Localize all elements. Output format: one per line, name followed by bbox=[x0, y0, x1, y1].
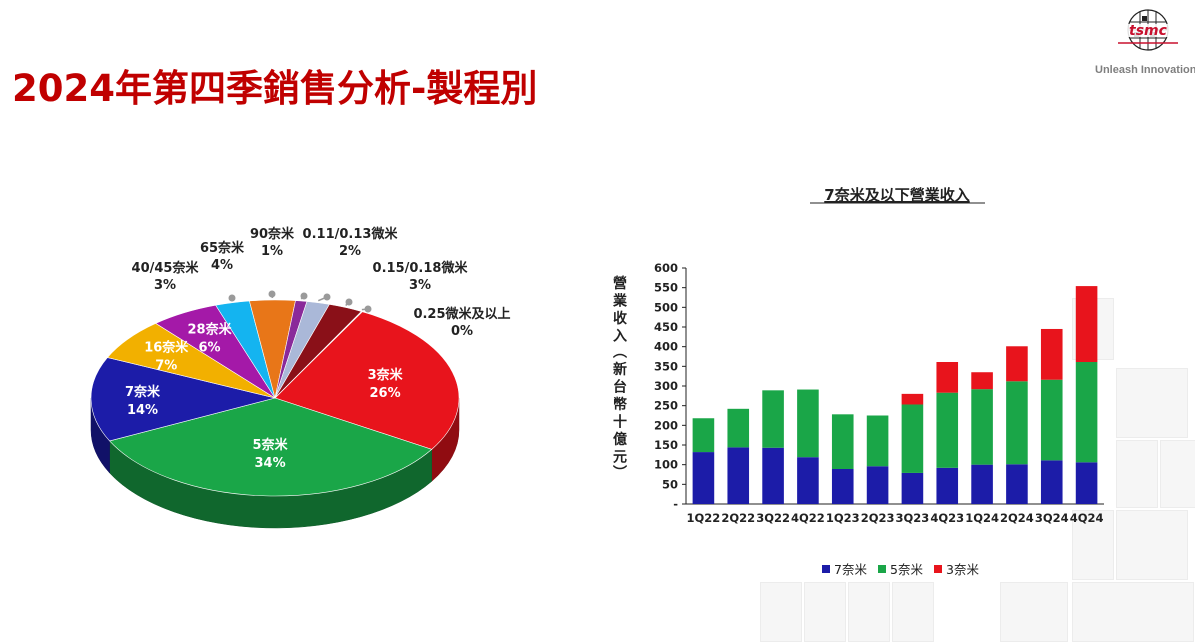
bar-5奈米-1Q22 bbox=[693, 418, 715, 452]
bar-7奈米-2Q22 bbox=[727, 447, 749, 504]
bar-5奈米-2Q22 bbox=[727, 409, 749, 448]
bar-5奈米-3Q23 bbox=[902, 404, 924, 472]
bar-x-tick-label: 1Q22 bbox=[687, 511, 721, 525]
bar-x-tick-label: 3Q22 bbox=[756, 511, 790, 525]
bar-5奈米-2Q24 bbox=[1006, 381, 1028, 464]
bar-5奈米-4Q23 bbox=[936, 393, 958, 468]
bar-x-tick-label: 1Q23 bbox=[826, 511, 860, 525]
bar-7奈米-3Q24 bbox=[1041, 460, 1063, 504]
bar-y-tick-label: 300 bbox=[654, 379, 678, 393]
bar-7奈米-2Q24 bbox=[1006, 464, 1028, 504]
bar-x-tick-label: 4Q24 bbox=[1070, 511, 1104, 525]
bar-5奈米-1Q24 bbox=[971, 389, 993, 465]
bar-y-tick-label: 250 bbox=[654, 399, 678, 413]
bar-x-tick-label: 4Q22 bbox=[791, 511, 825, 525]
bar-y-tick-label: 200 bbox=[654, 418, 678, 432]
bar-x-tick-label: 2Q22 bbox=[721, 511, 755, 525]
bar-y-tick-label: 550 bbox=[654, 281, 678, 295]
bar-7奈米-2Q23 bbox=[867, 466, 889, 504]
legend-swatch-7奈米 bbox=[822, 565, 830, 573]
bar-5奈米-4Q22 bbox=[797, 390, 819, 458]
bar-3奈米-3Q23 bbox=[902, 394, 924, 405]
bar-x-tick-label: 4Q23 bbox=[930, 511, 964, 525]
bar-5奈米-3Q22 bbox=[762, 390, 784, 447]
bar-y-tick-label: 400 bbox=[654, 340, 678, 354]
bar-x-tick-label: 1Q24 bbox=[965, 511, 999, 525]
bar-7奈米-1Q24 bbox=[971, 465, 993, 504]
bar-5奈米-2Q23 bbox=[867, 416, 889, 467]
bar-y-tick-label: 500 bbox=[654, 300, 678, 314]
bar-y-tick-label: 100 bbox=[654, 458, 678, 472]
legend-label-5奈米: 5奈米 bbox=[890, 562, 923, 577]
bar-5奈米-4Q24 bbox=[1076, 362, 1098, 462]
legend-label-3奈米: 3奈米 bbox=[946, 562, 979, 577]
bar-y-tick-label: 600 bbox=[654, 261, 678, 275]
bar-x-tick-label: 3Q24 bbox=[1035, 511, 1069, 525]
legend-swatch-3奈米 bbox=[934, 565, 942, 573]
bar-y-tick-label: - bbox=[673, 497, 678, 511]
bar-7奈米-4Q24 bbox=[1076, 462, 1098, 504]
bar-y-axis-label: 營業收入︵新台幣十億元︶ bbox=[612, 275, 628, 482]
bar-3奈米-1Q24 bbox=[971, 372, 993, 389]
bar-7奈米-4Q22 bbox=[797, 457, 819, 504]
bar-3奈米-4Q23 bbox=[936, 362, 958, 393]
bar-7奈米-4Q23 bbox=[936, 468, 958, 504]
legend-swatch-5奈米 bbox=[878, 565, 886, 573]
bar-y-tick-label: 50 bbox=[662, 477, 678, 491]
legend-label-7奈米: 7奈米 bbox=[834, 562, 867, 577]
bar-7奈米-3Q22 bbox=[762, 448, 784, 504]
bar-x-tick-label: 2Q23 bbox=[861, 511, 895, 525]
bar-3奈米-2Q24 bbox=[1006, 346, 1028, 381]
bar-5奈米-1Q23 bbox=[832, 414, 854, 469]
bar-7奈米-1Q22 bbox=[693, 452, 715, 504]
bar-3奈米-3Q24 bbox=[1041, 329, 1063, 380]
bar-5奈米-3Q24 bbox=[1041, 380, 1063, 461]
bar-7奈米-1Q23 bbox=[832, 469, 854, 504]
bar-y-tick-label: 450 bbox=[654, 320, 678, 334]
bar-3奈米-4Q24 bbox=[1076, 286, 1098, 362]
bar-x-tick-label: 3Q23 bbox=[896, 511, 930, 525]
bar-x-tick-label: 2Q24 bbox=[1000, 511, 1034, 525]
bar-chart-title: 7奈米及以下營業收入 bbox=[824, 186, 969, 204]
bar-7奈米-3Q23 bbox=[902, 473, 924, 504]
bar-y-tick-label: 150 bbox=[654, 438, 678, 452]
bar-y-tick-label: 350 bbox=[654, 359, 678, 373]
